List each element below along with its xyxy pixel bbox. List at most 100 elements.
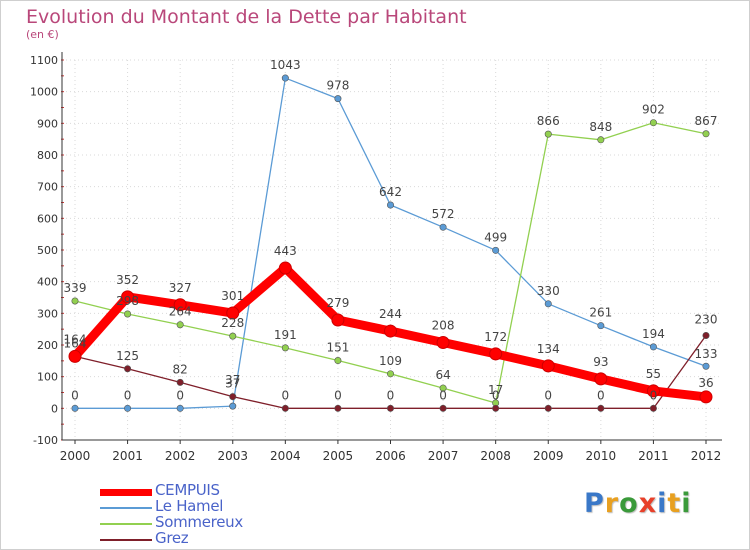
y-tick-label: 300: [37, 307, 58, 320]
data-label-cempuis: 208: [432, 318, 455, 332]
y-tick-label: 900: [37, 117, 58, 130]
proxiti-logo: Proxiti: [584, 488, 692, 519]
point-cempuis: [594, 372, 608, 386]
point-grez: [702, 331, 710, 339]
data-label-le-hamel: 37: [225, 373, 240, 387]
data-label-cempuis: 172: [484, 330, 507, 344]
point-cempuis: [331, 313, 345, 327]
y-tick-label: 500: [37, 244, 58, 257]
data-label-le-hamel: 572: [432, 207, 455, 221]
data-label-le-hamel: 194: [642, 327, 665, 341]
point-grez: [334, 404, 342, 412]
data-label-le-hamel: 499: [484, 230, 507, 244]
point-sommereux: [229, 332, 237, 340]
point-sommereux: [281, 344, 289, 352]
data-label-sommereux: 339: [64, 281, 87, 295]
y-tick-label: 1100: [30, 54, 58, 67]
data-label-grez: 0: [650, 388, 658, 402]
point-grez: [439, 404, 447, 412]
data-label-grez: 0: [597, 388, 605, 402]
legend-swatch-grez: [100, 539, 152, 541]
point-cempuis: [699, 390, 713, 404]
x-tick-label: 2000: [60, 449, 91, 463]
data-label-grez: 230: [695, 313, 718, 327]
data-label-le-hamel: 978: [326, 79, 349, 93]
data-label-grez: 164: [64, 336, 87, 350]
point-cempuis: [489, 347, 503, 361]
data-label-le-hamel: 642: [379, 185, 402, 199]
point-cempuis: [436, 335, 450, 349]
data-label-le-hamel: 1043: [270, 58, 301, 72]
point-cempuis: [68, 349, 82, 363]
data-label-cempuis: 134: [537, 342, 560, 356]
data-label-grez: 0: [544, 388, 552, 402]
data-label-sommereux: 151: [326, 341, 349, 355]
data-label-cempuis: 244: [379, 307, 402, 321]
point-grez: [492, 404, 500, 412]
legend-label-le-hamel: Le Hamel: [155, 497, 224, 515]
point-sommereux: [71, 297, 79, 305]
point-cempuis: [384, 324, 397, 338]
point-grez: [281, 404, 289, 412]
y-tick-label: 0: [51, 402, 58, 415]
data-label-cempuis: 327: [169, 281, 192, 295]
data-label-cempuis: 279: [326, 296, 349, 310]
point-le-hamel: [492, 246, 500, 254]
data-label-le-hamel: 133: [695, 347, 718, 361]
point-cempuis: [226, 306, 240, 320]
data-label-sommereux: 228: [221, 316, 244, 330]
data-label-grez: 0: [387, 388, 395, 402]
point-sommereux: [439, 384, 447, 392]
data-label-sommereux: 17: [488, 383, 503, 397]
point-sommereux: [176, 321, 184, 329]
x-tick-label: 2005: [323, 449, 354, 463]
point-grez: [544, 404, 552, 412]
point-cempuis: [121, 290, 135, 304]
legend-swatch-sommereux: [100, 523, 152, 525]
chart-title: Evolution du Montant de la Dette par Hab…: [26, 6, 467, 28]
data-label-cempuis: 352: [116, 273, 139, 287]
x-tick-label: 2010: [586, 449, 617, 463]
point-le-hamel: [71, 404, 79, 412]
point-le-hamel: [597, 322, 605, 330]
point-sommereux: [124, 310, 132, 318]
point-le-hamel: [702, 362, 710, 370]
data-label-grez: 82: [173, 362, 188, 376]
x-tick-label: 2004: [270, 449, 301, 463]
point-le-hamel: [124, 404, 132, 412]
point-grez: [124, 365, 132, 373]
point-cempuis: [646, 384, 660, 398]
point-sommereux: [702, 130, 710, 138]
point-sommereux: [334, 357, 342, 365]
x-tick-label: 2001: [112, 449, 143, 463]
data-label-sommereux: 902: [642, 103, 665, 117]
point-grez: [649, 404, 657, 412]
data-label-cempuis: 55: [646, 367, 661, 381]
point-le-hamel: [334, 95, 342, 103]
y-tick-label: 100: [37, 371, 58, 384]
point-sommereux: [544, 130, 552, 138]
legend-label-cempuis: CEMPUIS: [155, 481, 220, 499]
data-label-le-hamel: 0: [124, 388, 132, 402]
y-tick-label: 600: [37, 212, 58, 225]
data-label-cempuis: 164: [64, 332, 87, 346]
data-label-cempuis: 93: [593, 355, 608, 369]
data-label-grez: 0: [439, 388, 447, 402]
y-tick-label: 700: [37, 181, 58, 194]
legend-label-grez: Grez: [155, 529, 189, 547]
data-label-cempuis: 36: [698, 376, 713, 390]
y-tick-label: 800: [37, 149, 58, 162]
data-label-grez: 37: [225, 377, 240, 391]
point-cempuis: [541, 359, 555, 373]
data-label-sommereux: 109: [379, 354, 402, 368]
y-tick-label: 200: [37, 339, 58, 352]
data-label-sommereux: 866: [537, 114, 560, 128]
point-le-hamel: [281, 74, 289, 82]
data-label-le-hamel: 261: [589, 306, 612, 320]
data-label-sommereux: 191: [274, 328, 297, 342]
point-sommereux: [597, 136, 605, 144]
x-tick-label: 2006: [375, 449, 406, 463]
data-label-le-hamel: 0: [71, 388, 79, 402]
x-tick-label: 2008: [480, 449, 511, 463]
